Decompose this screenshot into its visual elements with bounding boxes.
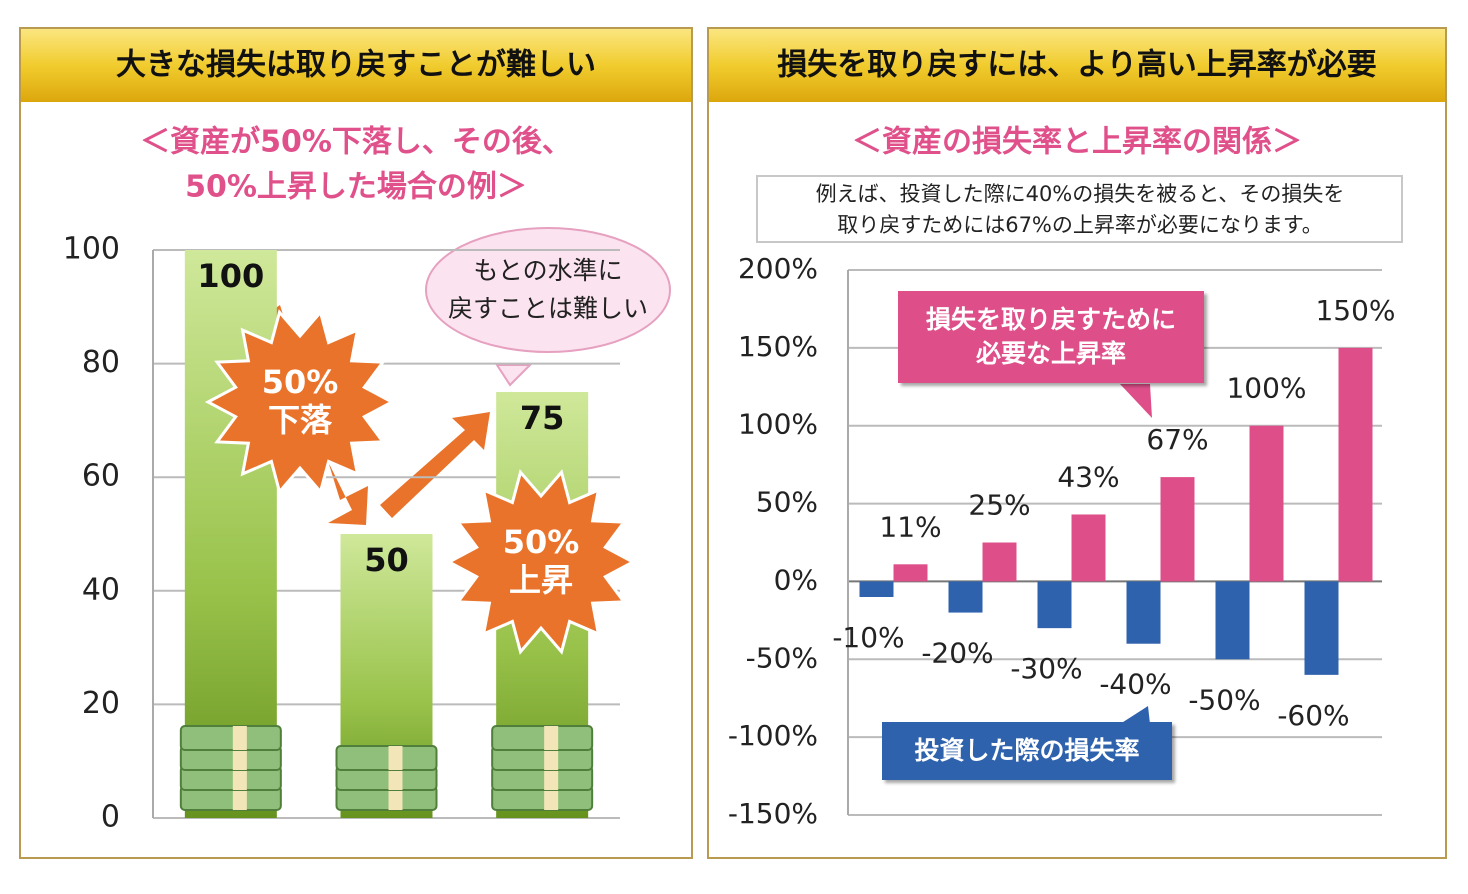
- note: 取り戻すためには67%の上昇率が必要になります。: [837, 213, 1323, 237]
- money-band: [544, 766, 559, 790]
- annotation: 上昇: [509, 561, 573, 599]
- money-band: [232, 766, 247, 790]
- chart-title: 損失を取り戻すには、より高い上昇率が必要: [777, 48, 1376, 83]
- annotation: 下落: [268, 401, 333, 439]
- bar: [893, 564, 928, 582]
- value-label: 67%: [1146, 423, 1208, 456]
- value-label: -20%: [921, 637, 993, 670]
- value-label: -10%: [832, 621, 904, 654]
- bar: [1160, 477, 1195, 582]
- bar: [1126, 581, 1161, 644]
- y-tick-label: 80: [82, 345, 120, 380]
- money-band: [388, 786, 403, 810]
- chart-title: 大きな損失は取り戻すことが難しい: [116, 48, 596, 83]
- y-tick-label: 100%: [738, 408, 818, 441]
- annotation: もとの水準に: [473, 256, 622, 285]
- value-label: 43%: [1057, 460, 1119, 493]
- money-band: [232, 726, 247, 750]
- money-stack: [179, 725, 282, 751]
- value-label: 100: [197, 257, 264, 295]
- y-tick-label: 60: [82, 459, 120, 494]
- y-tick-label: -100%: [728, 719, 818, 752]
- money-band: [388, 746, 403, 770]
- bar: [982, 542, 1017, 582]
- y-tick-label: 200%: [738, 252, 818, 285]
- value-label: -40%: [1099, 668, 1171, 701]
- note: 例えば、投資した際に40%の損失を被ると、その損失を: [816, 182, 1345, 206]
- y-tick-label: 40: [82, 572, 120, 607]
- value-label: -60%: [1277, 699, 1349, 732]
- bar: [859, 581, 894, 597]
- legend-entry: 投資した際の損失率: [882, 722, 1172, 780]
- speech-bubble: [425, 227, 671, 353]
- bar: [1071, 514, 1106, 582]
- money-band: [544, 746, 559, 770]
- bar: [1037, 581, 1072, 629]
- subtitle: 50%上昇した場合の例＞: [185, 170, 527, 205]
- note-box: [756, 175, 1403, 243]
- money-stack: [491, 725, 594, 751]
- value-label: 25%: [968, 489, 1030, 522]
- panel-header: [21, 29, 691, 102]
- value-label: 50: [364, 541, 409, 579]
- bar: [948, 581, 983, 613]
- subtitle: ＜資産の損失率と上昇率の関係＞: [852, 125, 1302, 160]
- y-tick-label: 100: [63, 232, 120, 267]
- y-tick-label: 50%: [756, 486, 818, 519]
- value-label: -30%: [1010, 652, 1082, 685]
- panel-header: [709, 29, 1445, 102]
- bar: [1249, 425, 1284, 582]
- money-band: [232, 786, 247, 810]
- subtitle: ＜資産が50%下落し、その後、: [140, 125, 572, 160]
- value-label: 75: [520, 399, 565, 437]
- money-band: [388, 766, 403, 790]
- annotation: 50%: [503, 523, 580, 561]
- starburst: [445, 469, 637, 655]
- bar: [1338, 347, 1373, 582]
- bubble-tail: [495, 364, 533, 387]
- value-label: 150%: [1315, 294, 1395, 327]
- money-stack: [335, 745, 438, 771]
- bar: [1304, 581, 1339, 675]
- money-band: [544, 786, 559, 810]
- y-tick-label: 0%: [774, 563, 818, 596]
- y-tick-label: 0: [101, 800, 120, 835]
- value-label: 100%: [1226, 372, 1306, 405]
- money-band: [544, 726, 559, 750]
- y-tick-label: 150%: [738, 330, 818, 363]
- y-tick-label: -150%: [728, 797, 818, 830]
- legend-entry: 損失を取り戻すために必要な上昇率: [898, 291, 1204, 383]
- y-tick-label: -50%: [746, 641, 818, 674]
- callout-tail: [1120, 384, 1152, 418]
- panel-frame: [707, 27, 1447, 859]
- bar: [1215, 581, 1250, 660]
- value-label: -50%: [1188, 683, 1260, 716]
- annotation: 戻すことは難しい: [448, 294, 648, 323]
- y-tick-label: 20: [82, 686, 120, 721]
- annotation: 50%: [262, 363, 339, 401]
- starburst: [204, 309, 396, 495]
- money-band: [232, 746, 247, 770]
- callout-tail: [1120, 706, 1150, 724]
- value-label: 11%: [879, 510, 941, 543]
- arrow-up: [380, 412, 490, 518]
